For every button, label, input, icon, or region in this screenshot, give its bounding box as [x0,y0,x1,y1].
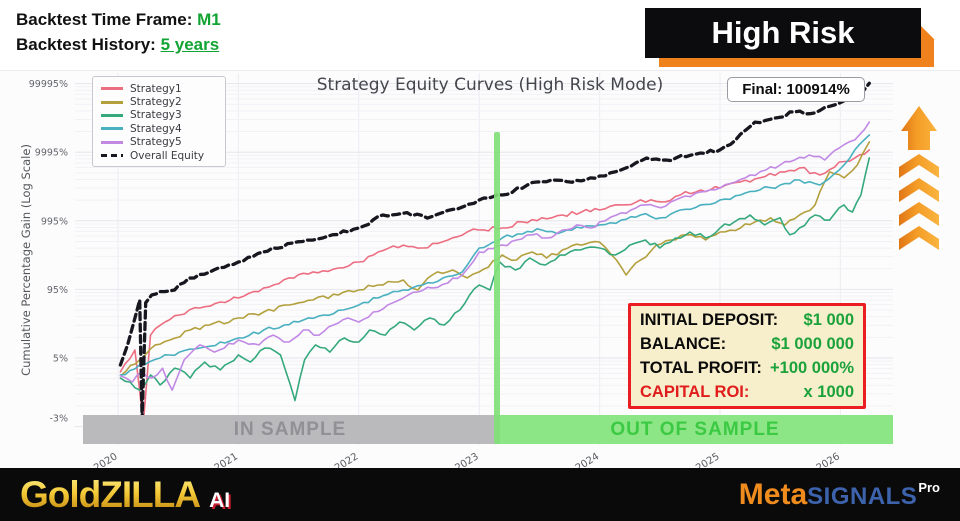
final-label: Final: 100914% [742,81,850,98]
summary-value: +100 000% [770,359,854,377]
history-line: Backtest History: 5 years [16,32,221,57]
summary-label: CAPITAL ROI: [640,383,750,401]
legend-swatch [101,127,123,131]
in-sample-label: IN SAMPLE [233,418,347,440]
legend-item: Strategy4 [101,122,217,135]
legend-label: Strategy5 [130,136,182,149]
metasignals-signals: SIGNALS [807,482,918,510]
legend-label: Strategy1 [130,82,182,95]
summary-value: x 1000 [803,383,854,401]
summary-row-balance: BALANCE: $1 000 000 [640,332,854,356]
momentum-arrow-icon [899,106,939,250]
metasignals-logo: Meta SIGNALS Pro [739,478,940,512]
goldzilla-logo: GoldZILLA AI [20,474,230,516]
history-label: Backtest History: [16,35,156,54]
final-annotation: Final: 100914% [727,77,865,102]
summary-value: $1 000 000 [771,335,854,353]
out-sample-band: OUT OF SAMPLE [497,415,893,444]
summary-label: INITIAL DEPOSIT: [640,311,779,329]
legend-item: Strategy2 [101,95,217,108]
goldzilla-ai-suffix: AI [209,488,231,512]
legend-swatch [101,113,123,117]
summary-label: TOTAL PROFIT: [640,359,762,377]
in-sample-band: IN SAMPLE [83,415,497,444]
svg-text:-3%: -3% [50,414,69,425]
goldzilla-wordmark: GoldZILLA [20,473,201,515]
svg-text:5%: 5% [53,354,68,365]
legend-item: Strategy1 [101,82,217,95]
svg-text:Strategy Equity Curves (High R: Strategy Equity Curves (High Risk Mode) [317,75,664,95]
summary-value: $1 000 [803,311,854,329]
svg-text:9995%: 9995% [35,148,68,159]
backtest-header: Backtest Time Frame: M1 Backtest History… [16,7,221,57]
history-value: 5 years [160,35,220,54]
sample-split-line [494,132,500,444]
summary-row-total-profit: TOTAL PROFIT: +100 000% [640,356,854,380]
timeframe-label: Backtest Time Frame: [16,10,193,29]
high-risk-banner: High Risk [645,8,921,58]
legend-label: Strategy3 [130,109,182,122]
metasignals-meta: Meta [738,477,808,511]
legend-item: Strategy5 [101,136,217,149]
legend-label: Overall Equity [130,149,205,162]
legend-swatch [101,100,123,104]
legend-item: Strategy3 [101,109,217,122]
summary-label: BALANCE: [640,335,727,353]
timeframe-value: M1 [197,10,221,29]
out-sample-label: OUT OF SAMPLE [610,418,780,440]
legend-label: Strategy4 [130,122,182,135]
footer-bar: GoldZILLA AI Meta SIGNALS Pro [0,468,960,521]
legend-swatch [101,87,123,91]
banner-text: High Risk [711,15,855,50]
svg-text:Cumulative Percentage Gain (Lo: Cumulative Percentage Gain (Log Scale) [19,144,33,376]
summary-row-initial-deposit: INITIAL DEPOSIT: $1 000 [640,308,854,332]
legend-swatch [101,140,123,144]
account-summary-box: INITIAL DEPOSIT: $1 000 BALANCE: $1 000 … [628,303,866,409]
svg-text:995%: 995% [41,216,68,227]
svg-text:95%: 95% [47,285,68,296]
legend-item: Overall Equity [101,149,217,162]
timeframe-line: Backtest Time Frame: M1 [16,7,221,32]
legend-swatch [101,154,123,158]
summary-row-capital-roi: CAPITAL ROI: x 1000 [640,380,854,404]
metasignals-pro: Pro [918,479,940,495]
svg-text:99995%: 99995% [29,79,68,90]
chart-legend: Strategy1 Strategy2 Strategy3 Strategy4 Stra… [92,76,226,168]
legend-label: Strategy2 [130,96,182,109]
